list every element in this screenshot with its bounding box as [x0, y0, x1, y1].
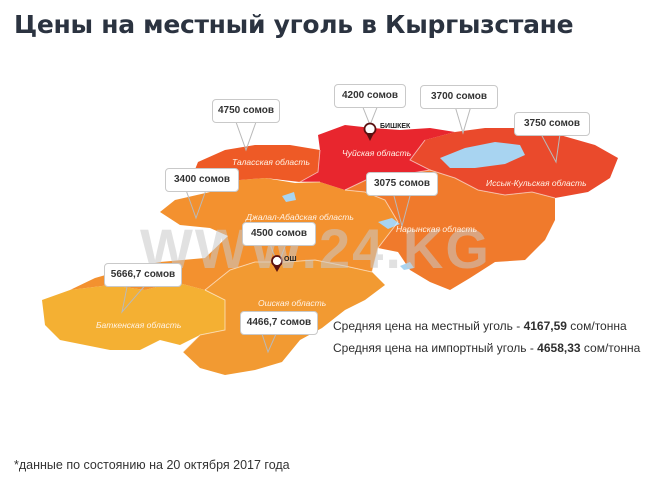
pin-osh-icon[interactable] [271, 255, 283, 272]
average-local-unit: сом/тонна [570, 319, 627, 333]
price-callout-osh[interactable]: 4466,7 сомов [240, 311, 318, 335]
price-callout-issyk-kul[interactable]: 3750 сомов [514, 112, 590, 136]
region-label-naryn: Нарынская область [396, 224, 478, 234]
price-callout-jalal-abad-north[interactable]: 3400 сомов [165, 168, 239, 192]
region-label-chuy: Чуйская область [342, 148, 412, 158]
average-import-unit: сом/тонна [583, 341, 641, 355]
footnote: *данные по состоянию на 20 октября 2017 … [14, 458, 290, 472]
region-label-osh: Ошская область [258, 298, 327, 308]
page-title: Цены на местный уголь в Кыргызстане [14, 10, 574, 39]
region-chuy[interactable] [300, 125, 455, 190]
region-naryn[interactable] [345, 170, 555, 290]
average-import-line: Средняя цена на импортный уголь - 4658,3… [333, 341, 640, 355]
price-callout-batken[interactable]: 5666,7 сомов [104, 263, 182, 287]
price-callout-jalal-abad[interactable]: 4500 сомов [242, 222, 316, 246]
region-label-jalal-abad: Джалал-Абадская область [246, 212, 354, 222]
average-local-label: Средняя цена на местный уголь - [333, 319, 521, 333]
average-import-value: 4658,33 [537, 341, 581, 355]
lake-issyk-kul [440, 142, 525, 168]
region-label-issyk-kul: Иссык-Кульская область [486, 178, 587, 188]
lake-toktogul [282, 192, 296, 202]
average-local-value: 4167,59 [523, 319, 567, 333]
region-jalal-abad[interactable] [70, 178, 398, 290]
region-issyk-kul[interactable] [410, 128, 618, 198]
city-label-bishkek: БИШКЕК [380, 123, 411, 130]
average-import-label: Средняя цена на импортный уголь - [333, 341, 534, 355]
region-borders [182, 139, 556, 353]
price-callout-talas[interactable]: 4750 сомов [212, 99, 280, 123]
price-callout-naryn[interactable]: 3075 сомов [366, 172, 438, 196]
city-label-osh: ОШ [284, 256, 297, 263]
region-label-talas: Таласская область [232, 157, 310, 167]
price-callout-bishkek[interactable]: 4200 сомов [334, 84, 406, 108]
region-label-batken: Баткенская область [96, 320, 182, 330]
pin-bishkek-icon[interactable] [363, 122, 377, 142]
price-callout-chuy[interactable]: 3700 сомов [420, 85, 498, 109]
region-batken[interactable] [42, 282, 225, 350]
average-local-line: Средняя цена на местный уголь - 4167,59 … [333, 319, 627, 333]
lake-chatyr-kul [400, 262, 414, 270]
